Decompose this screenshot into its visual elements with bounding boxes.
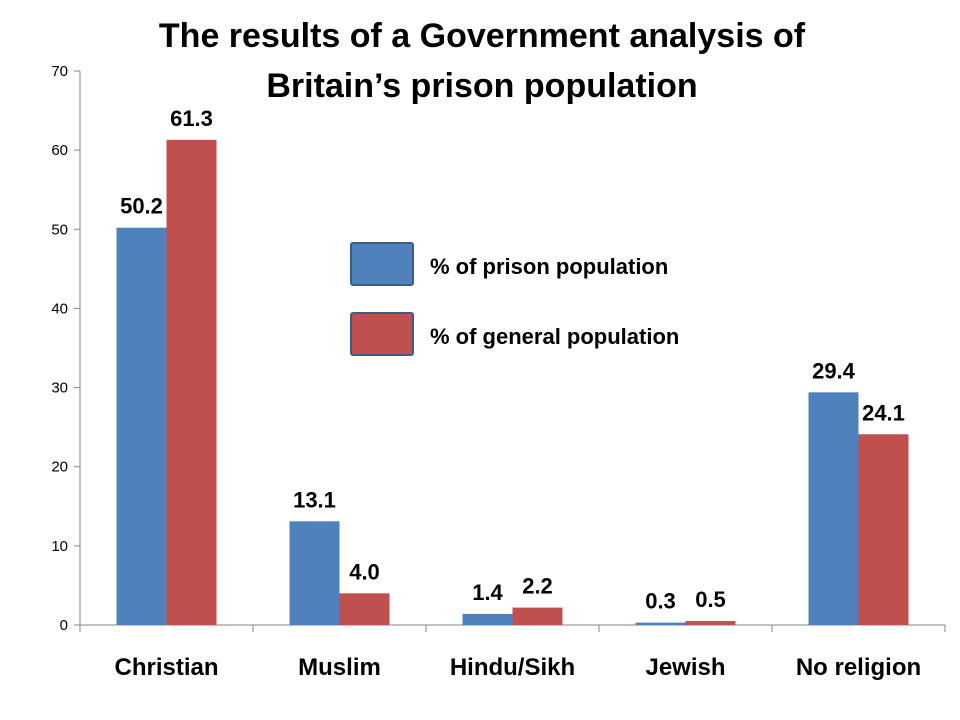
chart-title-line-1: The results of a Government analysis of	[159, 17, 806, 55]
y-tick-label: 20	[51, 459, 68, 476]
data-label: 61.3	[170, 106, 213, 131]
bar-general-population	[858, 434, 909, 625]
y-tick-label: 0	[60, 617, 68, 634]
legend: % of prison population % of general popul…	[350, 242, 679, 356]
y-tick-label: 60	[51, 142, 68, 159]
bar-general-population	[339, 593, 390, 625]
data-label: 50.2	[120, 194, 163, 219]
y-tick-label: 40	[51, 300, 68, 317]
legend-swatch	[350, 242, 414, 286]
data-label: 29.4	[812, 358, 856, 383]
bar-prison-population	[462, 613, 513, 625]
chart-title: The results of a Government analysis of …	[159, 17, 806, 105]
bar-prison-population	[289, 521, 340, 625]
legend-swatch	[350, 312, 414, 356]
x-category-label: No religion	[796, 654, 921, 681]
bar-prison-population	[808, 392, 859, 625]
y-tick-label: 50	[51, 221, 68, 238]
bar-general-population	[685, 621, 736, 625]
bar-general-population	[166, 139, 217, 625]
bar-prison-population	[116, 227, 167, 625]
axes: 0 10 20 30 40 50 60 70 Christian Muslim Hindu/Sikh…	[51, 63, 946, 681]
y-tick-label: 30	[51, 380, 68, 397]
data-label: 1.4	[472, 580, 503, 605]
y-tick-label: 10	[51, 538, 68, 555]
legend-label: % of general population	[430, 324, 679, 349]
bar-prison-population	[635, 622, 686, 625]
bars: 50.2 61.3 13.1 4.0 1.4 2.2 0.3 0.5 29.424.1	[116, 106, 909, 625]
bar-general-population	[512, 607, 563, 625]
data-label: 13.1	[293, 487, 336, 512]
chart-title-line-2: Britain’s prison population	[266, 67, 697, 105]
y-tick-label: 70	[51, 63, 68, 80]
data-label: 0.3	[645, 589, 676, 614]
data-label: 4.0	[349, 559, 380, 584]
data-label: 2.2	[522, 574, 553, 599]
x-category-label: Christian	[114, 654, 218, 681]
x-category-label: Hindu/Sikh	[450, 654, 575, 681]
x-category-label: Jewish	[645, 654, 725, 681]
x-category-label: Muslim	[298, 654, 381, 681]
data-label: 24.1	[862, 400, 905, 425]
legend-label: % of prison population	[430, 254, 668, 279]
data-label: 0.5	[695, 587, 726, 612]
